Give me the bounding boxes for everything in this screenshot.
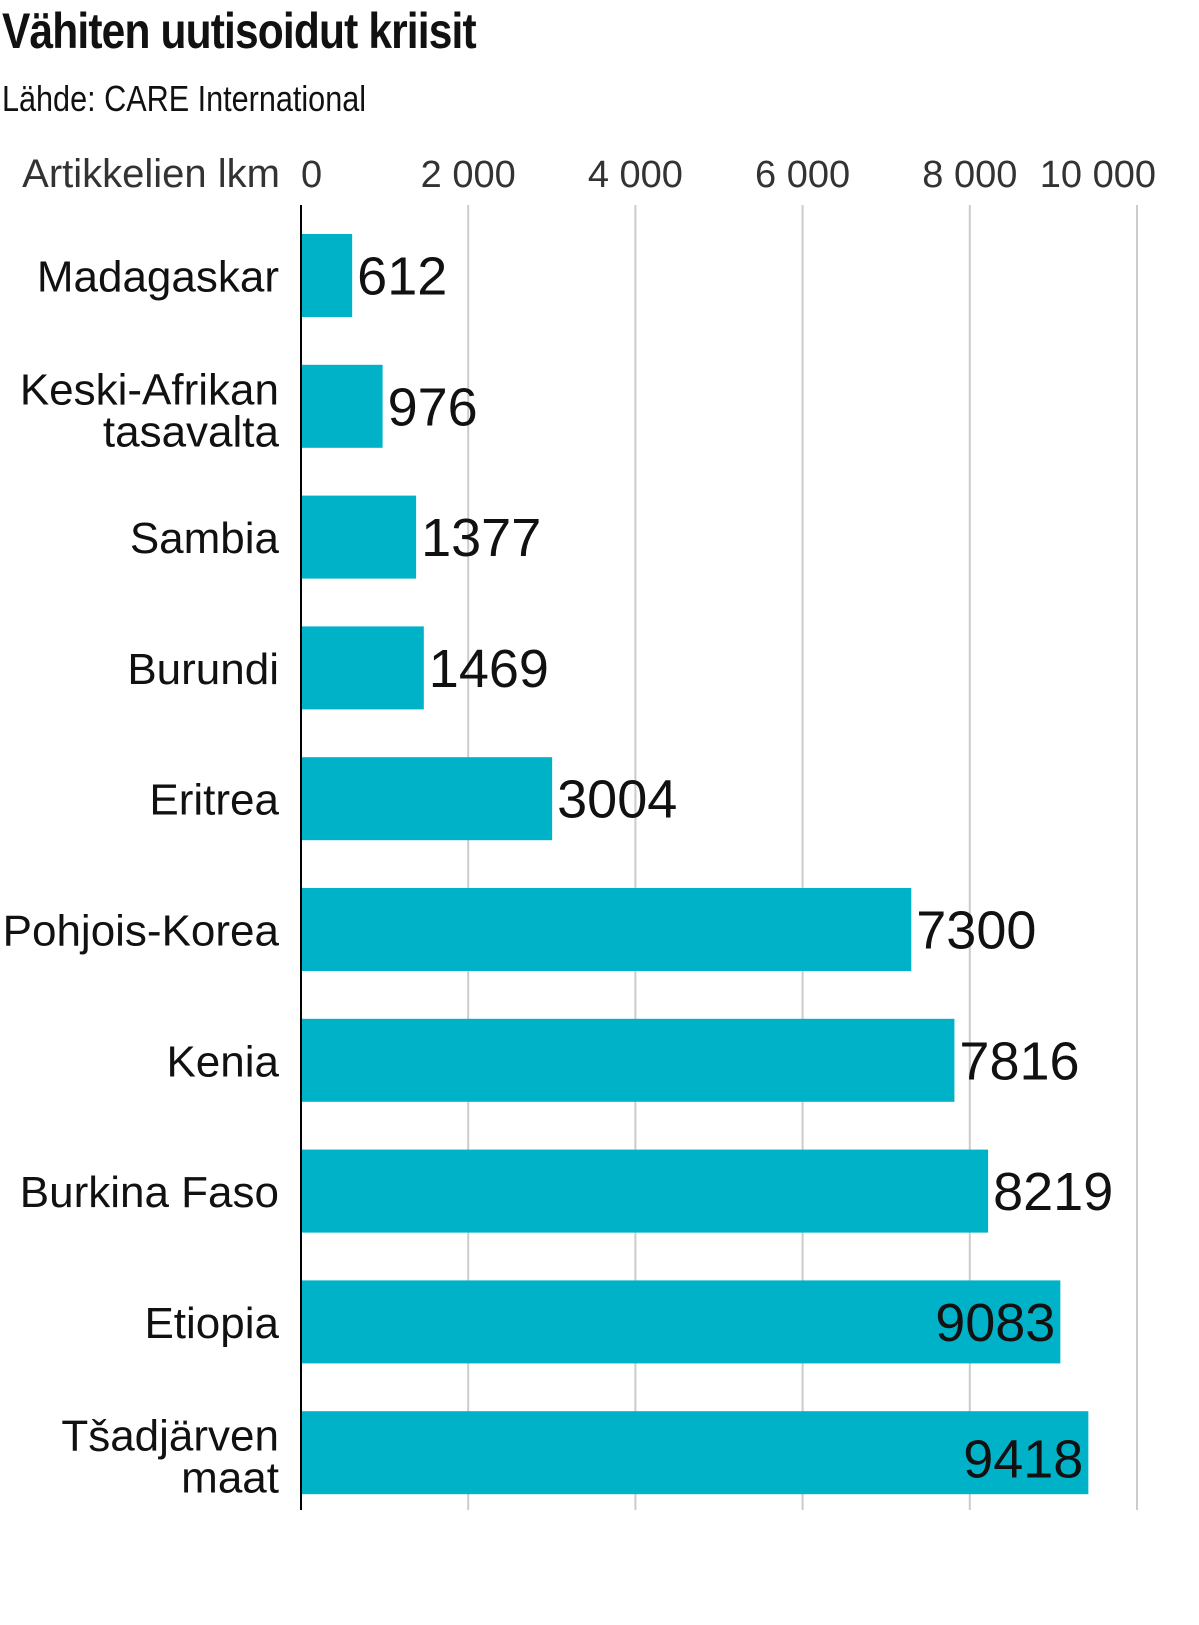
chart-subtitle: Lähde: CARE International (2, 78, 367, 119)
x-tick-label: 2 000 (421, 154, 516, 196)
x-tick-label: 4 000 (588, 154, 683, 196)
value-label: 1377 (421, 508, 541, 568)
value-label: 9418 (963, 1430, 1083, 1490)
x-tick-label: 6 000 (755, 154, 850, 196)
value-label: 9083 (935, 1293, 1055, 1353)
x-tick-labels: 0 2 000 4 000 6 000 8 000 10 000 Artikkelien l… (22, 152, 1156, 196)
bars (301, 234, 1089, 1495)
x-tick-label: 8 000 (922, 154, 1017, 196)
bar (301, 1149, 989, 1233)
bar (301, 234, 353, 317)
value-label: 8219 (993, 1162, 1113, 1222)
value-label: 3004 (557, 770, 677, 830)
bar (301, 495, 417, 579)
value-labels: 612 976 1377 1469 3004 7300 7816 8219 9083 9418 (357, 247, 1113, 1490)
value-label: 7816 (959, 1031, 1079, 1091)
x-axis-label: Artikkelien lkm (22, 152, 280, 196)
bar (301, 757, 553, 841)
value-label: 1469 (429, 639, 549, 699)
category-label: Etiopia (144, 1299, 279, 1348)
category-label: Tšadjärven (61, 1412, 279, 1461)
category-label: Keski-Afrikan (20, 365, 279, 414)
bar (301, 1018, 955, 1102)
bar (301, 364, 383, 448)
x-tick-label: 0 (301, 154, 322, 196)
category-label: Madagaskar (37, 253, 279, 302)
value-label: 7300 (916, 901, 1036, 961)
category-label: Burkina Faso (20, 1168, 279, 1217)
category-label: Sambia (130, 514, 280, 563)
category-label: Burundi (127, 645, 279, 694)
value-label: 976 (388, 377, 478, 437)
category-label: Pohjois-Korea (3, 907, 280, 956)
category-label: tasavalta (103, 407, 280, 456)
bar (301, 1411, 1089, 1495)
bar (301, 888, 912, 971)
chart-title: Vähiten uutisoidut kriisit (2, 3, 477, 59)
category-label: maat (181, 1454, 279, 1503)
x-tick-label: 10 000 (1040, 154, 1156, 196)
bar (301, 626, 424, 710)
category-label: Eritrea (149, 776, 279, 825)
bar (301, 1280, 1061, 1364)
value-label: 612 (357, 247, 447, 307)
category-label: Kenia (166, 1037, 279, 1086)
